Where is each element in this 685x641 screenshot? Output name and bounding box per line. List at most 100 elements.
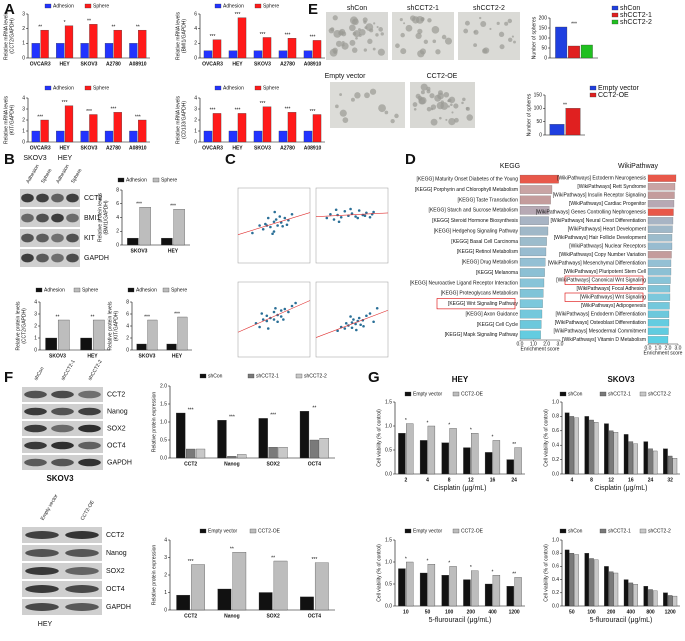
point <box>279 315 283 318</box>
blot-band <box>65 585 99 593</box>
sphere-blob <box>339 93 342 96</box>
bar <box>519 237 547 246</box>
y-tick-label: 0.0 <box>385 471 392 477</box>
panel-label: G <box>368 369 380 386</box>
bar <box>309 439 319 459</box>
bar <box>647 251 672 259</box>
bar <box>647 336 669 344</box>
significance: * <box>448 561 450 567</box>
row-label: OCT4 <box>106 586 125 593</box>
bar <box>643 441 649 475</box>
bar <box>312 40 322 59</box>
x-tick-label: HEY <box>168 248 179 254</box>
legend-label: Adhesion <box>136 287 157 293</box>
legend-label: shCCT2-1 <box>608 391 631 397</box>
sphere-blob <box>481 48 488 54</box>
y-tick-label: 0 <box>126 347 129 353</box>
significance: *** <box>62 100 68 106</box>
bar <box>31 130 40 143</box>
significance: ** <box>38 24 42 30</box>
x-tick-label: 10 <box>403 609 409 615</box>
legend-swatch <box>639 391 647 397</box>
point <box>350 326 354 330</box>
legend-label: shCCT2-2 <box>648 391 671 397</box>
y-tick-label: 0.5 <box>160 437 167 443</box>
bar <box>584 553 590 607</box>
bar <box>564 412 570 475</box>
sphere-blob <box>355 36 358 40</box>
significance: * <box>427 420 429 426</box>
bar <box>80 43 89 59</box>
bar <box>492 575 501 607</box>
y-axis-label: Cell viability (% of control) <box>543 544 549 602</box>
legend-label: shCon <box>620 5 640 12</box>
bar <box>608 430 614 475</box>
point <box>372 210 375 214</box>
significance: *** <box>270 413 276 419</box>
bar <box>589 419 594 475</box>
y-tick-label: 0 <box>164 607 167 613</box>
legend-label: shCCT2-2 <box>620 19 652 26</box>
blot-band <box>25 603 59 611</box>
bar <box>299 411 310 459</box>
sphere-blob <box>431 26 440 34</box>
y-axis-label: Relative protein expression <box>151 545 157 606</box>
y-tick-label: 4 <box>194 26 197 32</box>
bar <box>138 119 147 143</box>
sphere-blob <box>429 93 435 99</box>
bar <box>104 43 114 59</box>
point <box>261 227 265 231</box>
category-label: [WikiPathways] Canonical Wnt Signaling <box>556 278 646 284</box>
point <box>294 301 297 305</box>
significance: ** <box>91 314 95 320</box>
bar <box>40 119 49 143</box>
category-label: [KEGG] Mapk Signaling Pathway <box>445 332 519 338</box>
sphere-blob <box>335 40 343 47</box>
point <box>368 312 372 315</box>
y-tick-label: 4 <box>34 299 37 305</box>
sphere-blob <box>461 101 464 105</box>
y-tick-label: 0.0 <box>552 471 559 477</box>
y-tick-label: 2 <box>194 41 197 47</box>
sphere-blob <box>395 43 400 49</box>
blot-band <box>36 193 49 203</box>
sphere-blob <box>448 96 456 104</box>
y-tick-label: 1 <box>164 590 167 596</box>
x-tick-label: 24 <box>511 477 517 483</box>
bar <box>647 183 676 191</box>
bar <box>127 237 139 246</box>
blot-strip <box>22 599 102 615</box>
y-tick-label: 2 <box>22 26 25 32</box>
legend-swatch <box>214 85 222 91</box>
bar <box>278 50 288 59</box>
y-tick-label: 1.0 <box>552 399 559 405</box>
bar <box>580 44 593 59</box>
y-tick-label: 2 <box>164 572 167 578</box>
blot-band <box>66 253 79 263</box>
x-tick-label: 12 <box>468 477 474 483</box>
x-tick-label: SKOV3 <box>254 61 271 67</box>
row-label: SOX2 <box>107 425 126 432</box>
point <box>283 307 287 311</box>
bar <box>608 571 614 607</box>
y-tick-label: 0.0 <box>160 455 167 461</box>
point <box>276 224 279 227</box>
x-tick-label: SOX2 <box>266 613 280 619</box>
y-tick-label: 8 <box>116 187 119 193</box>
sphere-blob <box>332 15 338 21</box>
highlight-box <box>436 298 516 310</box>
point <box>357 316 361 320</box>
sphere-blob <box>359 28 366 36</box>
significance: * <box>405 556 407 562</box>
sphere-blob <box>450 103 453 106</box>
sphere-blob <box>400 48 407 55</box>
bar <box>519 174 559 184</box>
panel-label: F <box>4 369 13 386</box>
sphere-blob <box>341 42 349 50</box>
point <box>365 314 368 318</box>
x-tick-label: OCT4 <box>308 613 322 619</box>
x-tick-label: 8 <box>448 477 451 483</box>
bar <box>212 113 222 143</box>
significance: *** <box>235 12 241 18</box>
x-tick-label: 400 <box>488 609 497 615</box>
